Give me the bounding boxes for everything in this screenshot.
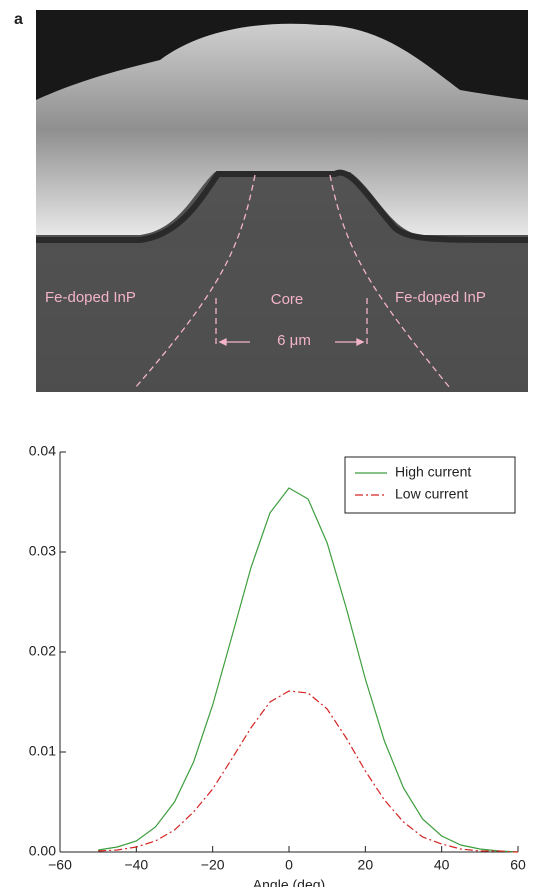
legend-label: Low current (395, 486, 468, 502)
x-axis-label: Angle (deg) (253, 877, 325, 887)
image-label: Fe-doped InP (45, 289, 136, 306)
x-tick-label: −20 (201, 857, 225, 873)
image-label: 6 μm (277, 332, 311, 349)
y-tick-label: 0.02 (29, 643, 56, 659)
y-tick-label: 0.01 (29, 743, 56, 759)
series-line (98, 488, 518, 852)
x-tick-label: −60 (48, 857, 72, 873)
x-tick-label: −40 (124, 857, 148, 873)
panel-label: a (14, 11, 23, 28)
series-line (98, 691, 518, 852)
legend-label: High current (395, 464, 471, 480)
x-tick-label: 60 (510, 857, 526, 873)
x-tick-label: 40 (434, 857, 450, 873)
y-tick-label: 0.04 (29, 443, 56, 459)
image-label: Core (271, 291, 304, 308)
x-tick-label: 0 (285, 857, 293, 873)
figure: a Fe-doped InP Core Fe-doped InP 6 μm 0.… (0, 0, 537, 887)
image-label: Fe-doped InP (395, 289, 486, 306)
y-tick-label: 0.03 (29, 543, 56, 559)
x-tick-label: 20 (358, 857, 374, 873)
